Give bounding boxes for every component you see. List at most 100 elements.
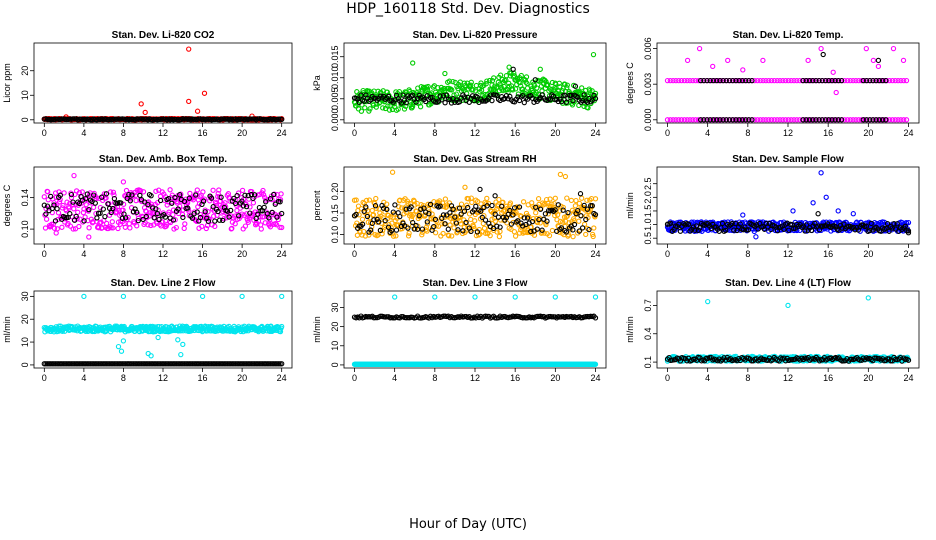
outlier-point — [506, 64, 512, 70]
data-point — [803, 222, 810, 228]
data-point — [76, 223, 82, 230]
data-point — [587, 87, 593, 94]
data-point — [826, 117, 832, 123]
x-tick-label: 24 — [277, 128, 287, 138]
data-point — [835, 117, 842, 123]
data-point — [59, 224, 65, 230]
data-point — [754, 77, 761, 84]
data-point — [552, 195, 558, 201]
data-point — [390, 209, 396, 215]
x-tick-label: 16 — [510, 373, 520, 383]
x-tick-label: 0 — [352, 249, 357, 259]
data-point — [589, 203, 595, 209]
data-point — [367, 106, 373, 112]
plot-frame — [33, 42, 293, 124]
data-point — [537, 206, 544, 212]
data-point — [556, 223, 562, 230]
outlier-point — [552, 294, 558, 300]
data-point — [372, 203, 379, 209]
data-point — [529, 218, 536, 225]
data-point — [71, 206, 77, 212]
y-tick-label: 0 — [330, 362, 340, 367]
data-point — [432, 230, 439, 236]
outlier-point — [850, 211, 856, 217]
data-point — [528, 228, 534, 235]
x-tick-label: 16 — [198, 128, 208, 138]
data-point — [726, 117, 733, 123]
data-point — [125, 214, 131, 221]
data-point — [757, 77, 763, 84]
data-point — [425, 83, 431, 90]
data-point — [752, 117, 758, 123]
y-tick-label: 0.003 — [643, 73, 653, 96]
y-tick-label: 0 — [20, 362, 30, 367]
x-tick-label: 20 — [237, 249, 247, 259]
data-point — [863, 77, 870, 84]
data-point — [889, 225, 895, 231]
data-point — [384, 201, 390, 207]
data-point — [572, 203, 579, 209]
data-point — [86, 225, 92, 231]
panel-title: Stan. Dev. Amb. Box Temp. — [99, 154, 227, 165]
data-point — [258, 226, 264, 232]
data-point — [895, 77, 901, 84]
x-tick-label: 16 — [510, 128, 520, 138]
data-point — [870, 117, 876, 123]
x-tick-label: 16 — [823, 249, 833, 259]
data-point — [395, 106, 401, 112]
data-point — [70, 199, 76, 205]
data-point — [240, 203, 247, 209]
data-point — [576, 218, 582, 224]
data-point — [142, 199, 148, 205]
y-tick-label: 10 — [330, 341, 340, 351]
data-point — [813, 117, 819, 123]
data-point — [384, 314, 390, 320]
outlier-point — [557, 171, 564, 178]
data-point — [563, 229, 570, 235]
data-point — [723, 117, 729, 123]
x-tick-label: 16 — [198, 249, 208, 259]
data-point — [523, 79, 529, 85]
data-point — [592, 315, 599, 321]
data-point — [592, 211, 599, 218]
outlier-point — [572, 83, 579, 89]
data-point — [363, 204, 369, 210]
data-point — [154, 210, 161, 217]
outlier-point — [753, 234, 759, 240]
data-point — [682, 228, 688, 234]
outlier-point — [432, 294, 438, 300]
data-point — [140, 189, 147, 195]
data-points — [664, 45, 910, 123]
data-point — [468, 82, 474, 88]
data-point — [591, 225, 597, 231]
data-point — [784, 220, 790, 226]
y-tick-label: 0 — [20, 117, 30, 122]
data-point — [57, 192, 63, 198]
data-point — [570, 227, 576, 233]
data-point — [507, 207, 513, 214]
x-tick-label: 24 — [904, 249, 914, 259]
outlier-point — [186, 98, 192, 105]
data-point — [126, 191, 132, 198]
data-point — [165, 195, 172, 202]
x-tick-label: 16 — [510, 249, 520, 259]
data-point — [835, 77, 842, 84]
data-point — [236, 213, 242, 219]
data-point — [263, 199, 269, 205]
data-point — [413, 208, 420, 214]
data-point — [100, 206, 106, 212]
data-point — [45, 189, 51, 195]
data-points — [41, 46, 285, 123]
x-tick-label: 24 — [591, 373, 601, 383]
data-point — [542, 211, 549, 217]
data-point — [720, 77, 726, 84]
data-point — [832, 77, 838, 84]
data-point — [901, 117, 907, 123]
data-point — [437, 203, 443, 209]
data-point — [474, 198, 481, 205]
panel-title: Stan. Dev. Line 4 (LT) Flow — [725, 278, 851, 289]
data-point — [585, 105, 591, 111]
data-point — [377, 210, 383, 216]
